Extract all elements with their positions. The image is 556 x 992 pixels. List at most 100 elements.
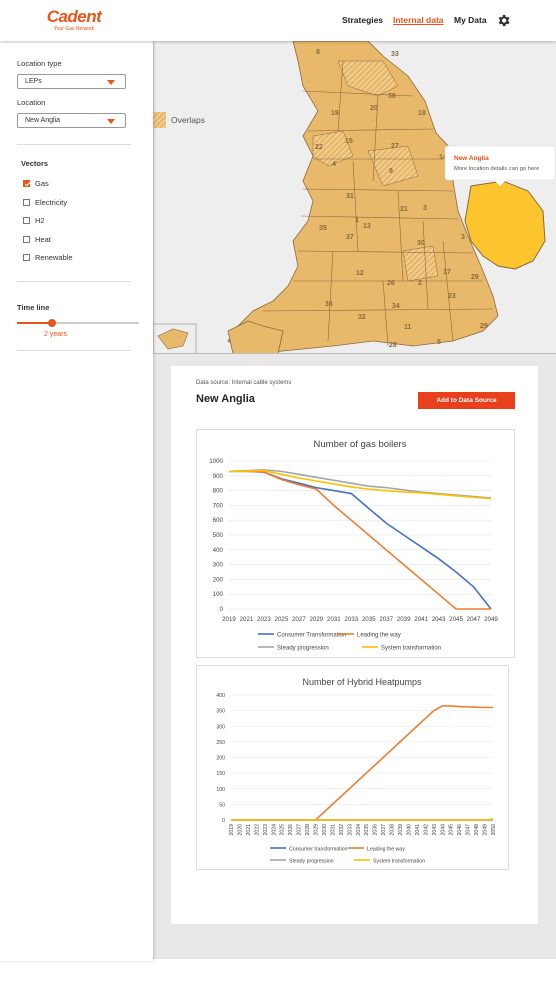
location-type-select[interactable]: LEPs [17,74,126,89]
svg-text:32: 32 [358,314,366,321]
svg-text:3: 3 [461,234,465,241]
x-tick-label: 2028 [305,824,311,836]
x-tick-label: 2041 [415,824,421,836]
checkbox-icon[interactable] [23,199,30,206]
sidebar-divider [17,144,131,145]
x-tick-label: 2020 [237,824,243,836]
y-tick-label: 400 [216,693,225,699]
timeline-slider-fill [17,322,52,324]
gas-boilers-chart-svg: Number of gas boilers 0 100 200 300 400 500 600… [209,439,498,652]
timeline-label: Time line [17,303,50,312]
series-line [229,470,491,610]
region-map[interactable]: 8 33 38 20 19 18 15 27 22 4 9 14 31 21 3… [153,41,556,354]
x-tick-label: 2045 [449,824,455,836]
vectors-title: Vectors [21,159,49,168]
svg-text:36: 36 [325,301,333,308]
x-tick-label: 2045 [449,616,463,623]
y-tick-label: 0 [220,606,224,613]
x-tick-label: 2019 [222,616,236,623]
nav-internal-data[interactable]: Internal data [393,15,444,25]
svg-text:27: 27 [391,143,399,150]
cadent-logo[interactable]: Cadent Your Gas Network [40,7,108,33]
legend-label: Leading the way [357,633,401,639]
y-tick-label: 200 [213,576,224,583]
gear-icon[interactable] [496,13,511,28]
logo-text: Cadent [46,7,102,26]
series-line [229,470,492,610]
svg-text:11: 11 [404,324,412,331]
y-tick-label: 100 [216,787,225,793]
x-tick-label: 2033 [347,824,353,836]
legend-label: Consumer Transformation [277,633,346,639]
hybrid-heatpumps-chart-svg: Number of Hybrid Heatpumps 0 50 100 150 200 25… [216,677,497,865]
tooltip-title: New Anglia [454,155,489,162]
svg-text:26: 26 [387,280,395,287]
x-tick-label: 2023 [263,824,269,836]
sidebar-divider [17,350,131,351]
svg-text:13: 13 [363,223,371,230]
svg-text:12: 12 [356,270,364,277]
location-value: New Anglia [25,117,61,124]
x-tick-label: 2031 [330,824,336,836]
svg-text:29: 29 [471,274,479,281]
x-tick-label: 2038 [390,824,396,836]
x-tick-label: 2047 [466,824,472,836]
x-tick-label: 2049 [483,824,489,836]
x-tick-label: 2043 [432,616,446,623]
x-tick-label: 2029 [309,616,323,623]
x-tick-label: 2030 [322,824,328,836]
checkbox-icon[interactable] [23,254,30,261]
map-svg: 8 33 38 20 19 18 15 27 22 4 9 14 31 21 3… [153,41,556,354]
timeline-slider-track[interactable] [17,322,139,324]
y-tick-label: 50 [219,802,225,808]
hybrid-heatpumps-chart: Number of Hybrid Heatpumps 0 50 100 150 200 25… [196,665,509,870]
checkbox-icon[interactable] [23,236,30,243]
map-region-labels: 8 33 38 20 19 18 15 27 22 4 9 14 31 21 3… [315,49,488,349]
panel-title: New Anglia [196,393,255,405]
y-tick-label: 300 [213,562,224,569]
y-tick-label: 800 [213,488,224,495]
svg-text:17: 17 [443,269,451,276]
vector-label: H2 [35,216,45,225]
x-tick-label: 2047 [467,616,481,623]
timeline-slider-handle[interactable] [48,319,56,327]
series-line [231,705,493,821]
top-header: Cadent Your Gas Network Strategies Inter… [0,0,556,41]
tooltip-text: More location details can go here [454,166,539,172]
data-source-text: Data source: Internal cable systems [196,380,292,386]
nav-strategies[interactable]: Strategies [342,15,384,25]
location-label: Location [17,98,46,107]
legend-label: Steady progression [277,646,329,652]
svg-text:35: 35 [319,225,327,232]
checkbox-checked-icon[interactable] [23,180,30,187]
x-tick-label: 2021 [246,824,252,836]
x-tick-label: 2035 [364,824,370,836]
vector-label: Renewable [35,253,73,262]
legend-label: Leading the way [367,847,405,853]
x-tick-label: 2034 [356,824,362,836]
nav-my-data[interactable]: My Data [454,15,487,25]
footer-divider [0,958,556,959]
add-to-data-source-button[interactable]: Add to Data Source [418,392,515,409]
x-tick-label: 2031 [327,616,341,623]
y-tick-label: 700 [213,502,224,509]
filter-sidebar [0,41,153,961]
map-border [153,353,556,354]
checkbox-icon[interactable] [23,217,30,224]
overlaps-legend-label: Overlaps [171,115,205,125]
y-tick-label: 350 [216,709,225,715]
svg-text:1: 1 [355,217,359,224]
x-tick-label: 2050 [491,824,497,836]
location-select[interactable]: New Anglia [17,113,126,128]
svg-text:3: 3 [423,205,427,212]
timeline-value: 2 years [44,331,67,338]
x-tick-label: 2026 [288,824,294,836]
svg-text:2: 2 [418,280,422,287]
svg-text:31: 31 [346,193,354,200]
svg-text:21: 21 [400,206,408,213]
x-tick-label: 2027 [297,824,303,836]
svg-text:29: 29 [480,323,488,330]
legend-label: Steady progression [289,859,334,865]
x-tick-label: 2019 [229,824,235,836]
svg-text:19: 19 [331,110,339,117]
